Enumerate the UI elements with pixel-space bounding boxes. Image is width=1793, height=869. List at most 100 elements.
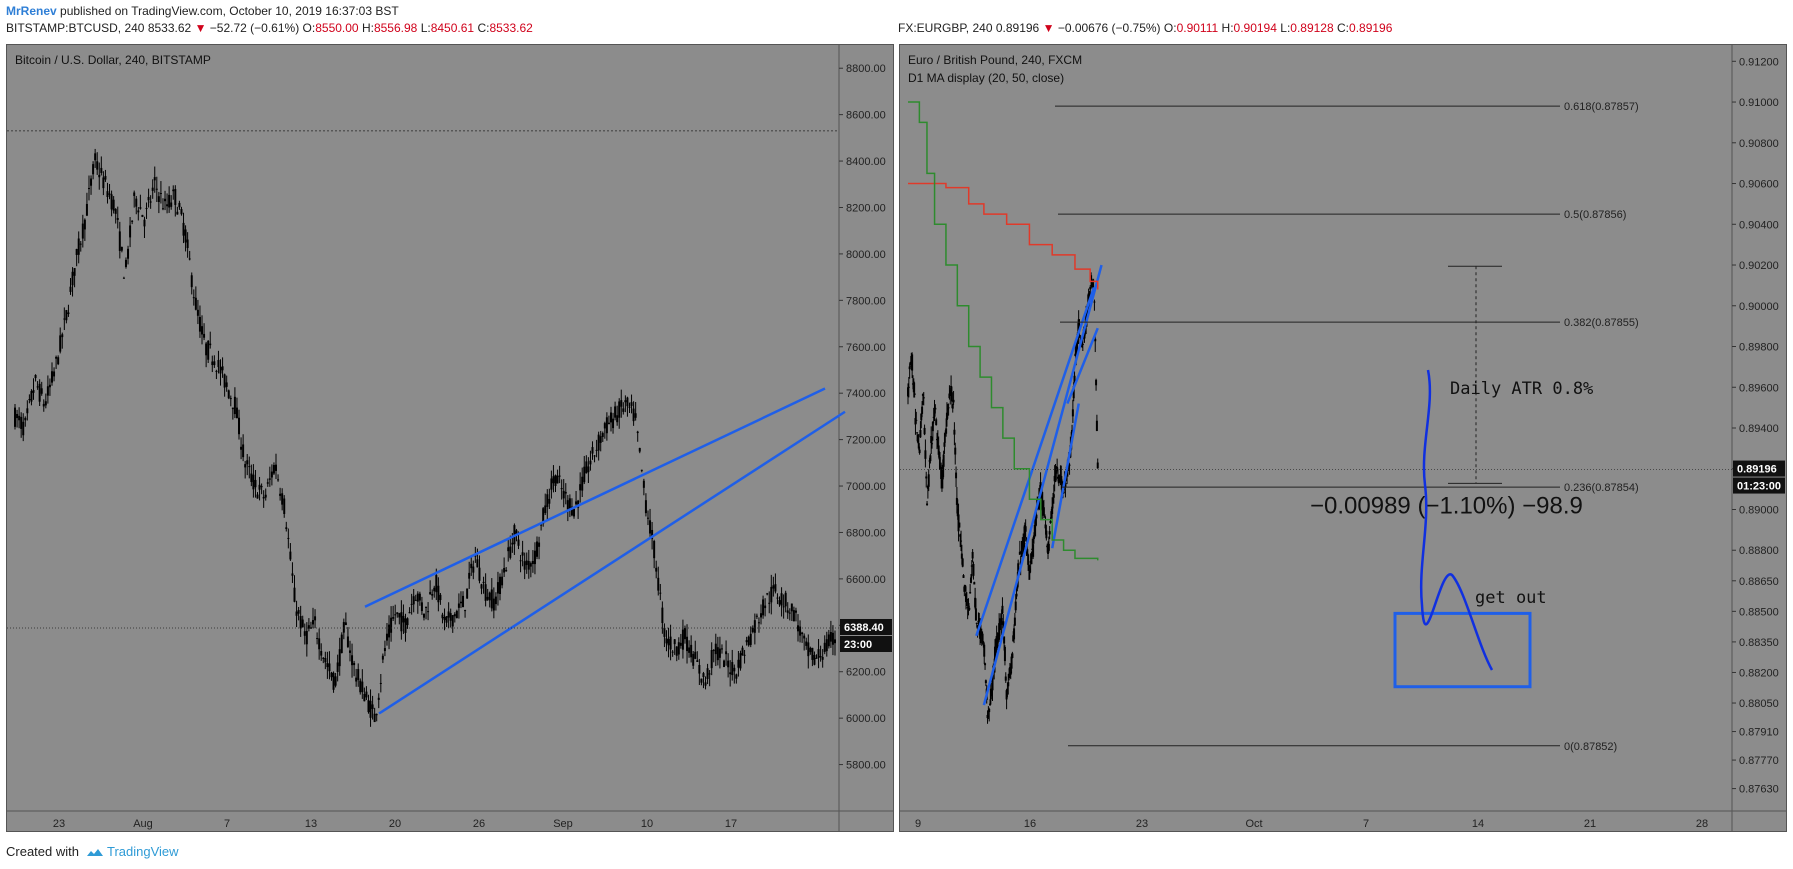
- candle-body: [135, 198, 138, 207]
- candle-body: [907, 387, 909, 397]
- candle-body: [209, 343, 212, 346]
- candle-body: [560, 487, 563, 490]
- candle-body: [385, 633, 388, 641]
- candle-body: [939, 465, 942, 467]
- candle-body: [966, 607, 969, 609]
- candle-body: [112, 199, 115, 211]
- eurgbp-chart-panel[interactable]: 0.91200 0.91000 0.90800 0.90600 0.90400 0.902…: [899, 44, 1787, 832]
- candle-body: [316, 638, 319, 640]
- candle-body: [831, 632, 834, 645]
- candle-body: [422, 613, 425, 618]
- left-open: 8550.00: [315, 21, 359, 35]
- x-tick-label: 13: [305, 818, 317, 830]
- candle-body: [53, 371, 56, 377]
- candle-body: [178, 202, 181, 208]
- candle-body: [700, 678, 703, 683]
- candle-body: [558, 475, 561, 477]
- candle-body: [77, 238, 80, 255]
- candle-body: [166, 204, 169, 207]
- candle-body: [646, 517, 649, 519]
- candle-body: [984, 680, 987, 684]
- candle-body: [235, 407, 238, 419]
- candle-body: [503, 568, 506, 573]
- candle-body: [108, 193, 111, 195]
- candle-body: [1026, 549, 1029, 555]
- candle-body: [1064, 483, 1067, 488]
- candle-body: [959, 534, 962, 537]
- candle-body: [727, 660, 730, 668]
- candle-body: [940, 466, 943, 480]
- candle-body: [48, 384, 51, 388]
- candle-body: [919, 429, 922, 438]
- candle-body: [246, 460, 249, 465]
- y-tick-label: 0.89600: [1739, 382, 1779, 394]
- candle-body: [968, 607, 971, 610]
- candle-body: [375, 714, 378, 716]
- x-tick-label: 26: [473, 818, 485, 830]
- candle-body: [926, 503, 929, 506]
- eurgbp-chart-title: Euro / British Pound, 240, FXCM: [908, 53, 1083, 67]
- left-ohlc-line: BITSTAMP:BTCUSD, 240 8533.62 ▼ −52.72 (−…: [6, 21, 533, 35]
- candle-body: [1050, 511, 1053, 518]
- candle-body: [642, 480, 645, 488]
- candle-body: [960, 553, 963, 559]
- candle-body: [626, 397, 629, 407]
- candle-body: [217, 359, 220, 368]
- footer-credit[interactable]: Created with TradingView: [6, 844, 179, 859]
- candle-body: [157, 196, 160, 203]
- candle-body: [944, 434, 947, 436]
- candle-body: [987, 715, 990, 717]
- candle-body: [26, 408, 29, 414]
- candle-body: [344, 622, 347, 626]
- candle-body: [468, 572, 471, 579]
- candle-body: [248, 466, 251, 468]
- candle-body: [453, 614, 456, 617]
- candle-body: [482, 581, 485, 584]
- candle-body: [782, 606, 785, 608]
- candle-body: [445, 616, 448, 623]
- candle-body: [923, 427, 926, 435]
- right-h-label: H:: [1221, 21, 1234, 35]
- candle-body: [936, 437, 939, 440]
- candle-body: [488, 592, 491, 601]
- candle-body: [494, 596, 497, 605]
- candle-body: [768, 602, 771, 604]
- candle-body: [180, 209, 183, 215]
- candle-body: [139, 207, 142, 209]
- candle-body: [737, 659, 740, 668]
- candle-body: [1089, 286, 1092, 290]
- candle-body: [353, 662, 356, 666]
- candle-body: [149, 201, 152, 203]
- candle-body: [690, 644, 693, 658]
- candle-body: [490, 589, 493, 609]
- candle-body: [993, 646, 996, 663]
- author-link[interactable]: MrRenev: [6, 4, 57, 18]
- candle-body: [1080, 344, 1083, 347]
- candle-body: [1005, 690, 1008, 700]
- candle-body: [649, 520, 652, 534]
- candle-body: [827, 634, 830, 647]
- candle-body: [983, 644, 986, 657]
- candle-body: [215, 370, 218, 372]
- y-tick-label: 0.87770: [1739, 755, 1779, 767]
- candle-body: [79, 243, 82, 245]
- candle-body: [143, 219, 146, 227]
- candle-body: [657, 577, 660, 591]
- eurgbp-chart-svg[interactable]: 0.91200 0.91000 0.90800 0.90600 0.90400 0.902…: [900, 45, 1787, 832]
- candle-body: [472, 566, 475, 573]
- candle-body: [106, 191, 109, 198]
- footer-brand[interactable]: TradingView: [107, 844, 179, 859]
- candle-body: [965, 598, 968, 600]
- candle-body: [925, 476, 928, 479]
- candle-body: [572, 508, 575, 517]
- candle-body: [991, 674, 994, 691]
- y-tick-label: 0.88050: [1739, 698, 1779, 710]
- candle-body: [73, 268, 76, 276]
- btcusd-chart-panel[interactable]: 8800.00 8600.00 8400.00 8200.00 8000.00 7800.…: [6, 44, 894, 832]
- candle-body: [821, 656, 824, 660]
- candle-body: [447, 611, 450, 618]
- candle-body: [268, 478, 271, 480]
- exit-annotation: get out: [1475, 588, 1547, 608]
- candle-body: [114, 209, 117, 214]
- btcusd-chart-svg[interactable]: 8800.00 8600.00 8400.00 8200.00 8000.00 7800.…: [7, 45, 894, 832]
